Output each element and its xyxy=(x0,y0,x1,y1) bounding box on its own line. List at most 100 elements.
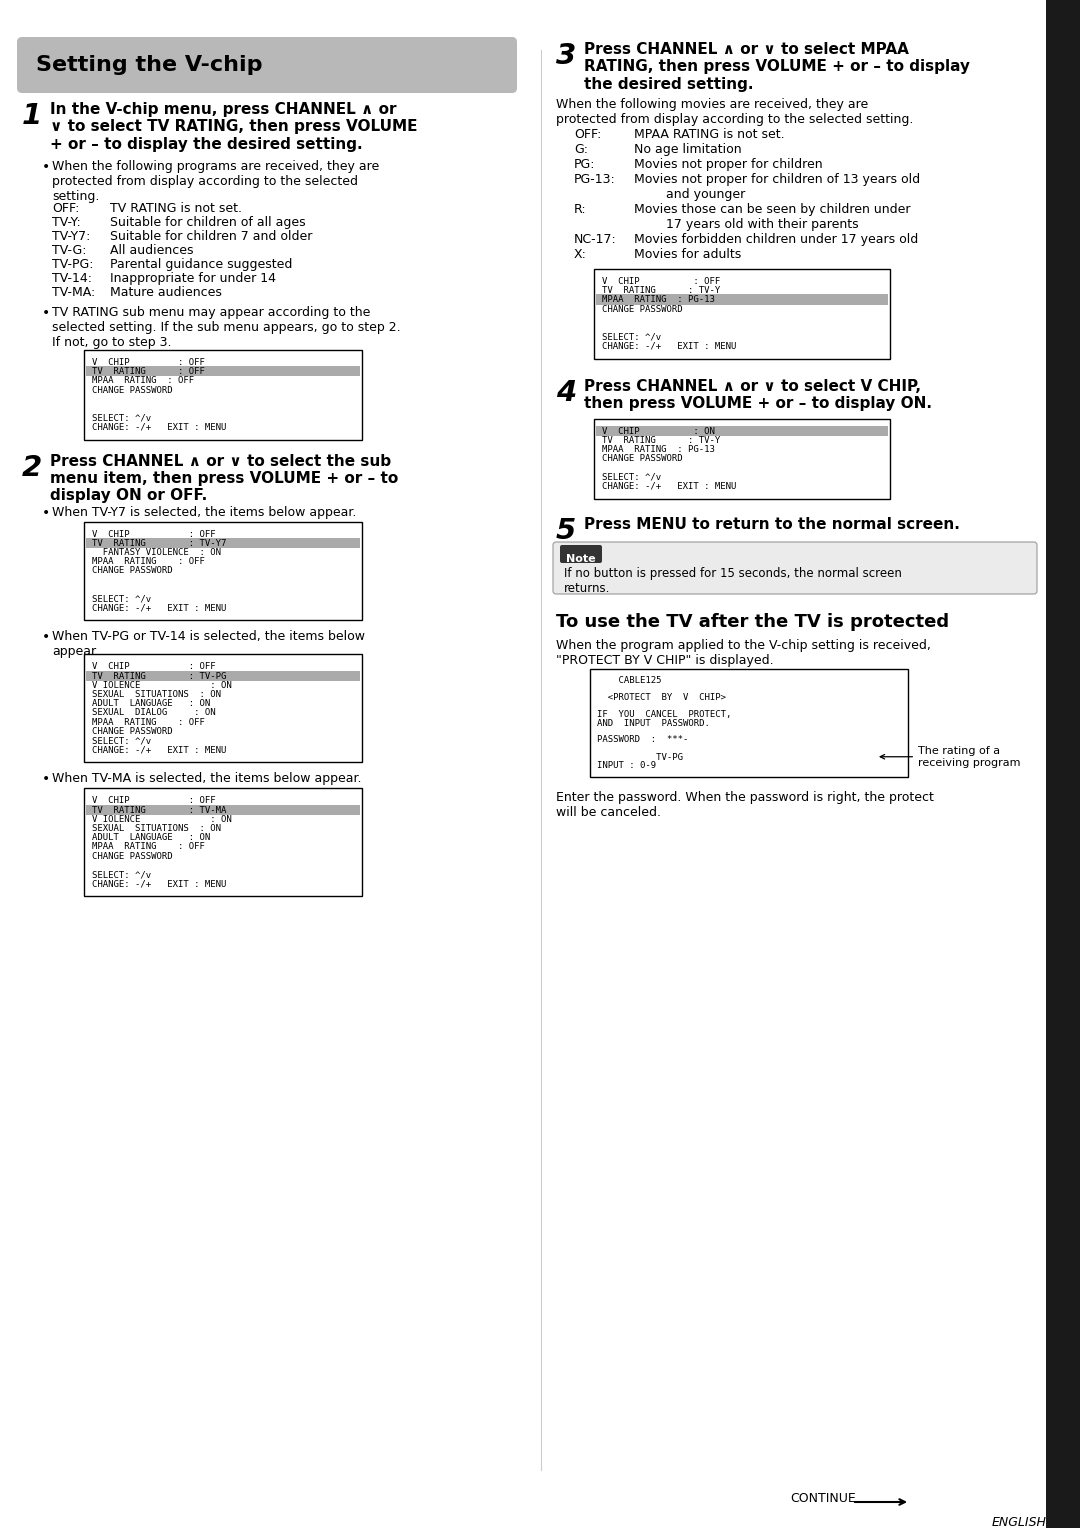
Bar xyxy=(84,654,362,762)
Bar xyxy=(596,295,888,304)
Text: CHANGE: -/+   EXIT : MENU: CHANGE: -/+ EXIT : MENU xyxy=(602,341,737,350)
Text: AND  INPUT  PASSWORD.: AND INPUT PASSWORD. xyxy=(597,718,710,727)
Text: Suitable for children 7 and older: Suitable for children 7 and older xyxy=(110,231,312,243)
Text: TV-Y7:: TV-Y7: xyxy=(52,231,91,243)
Text: Note: Note xyxy=(566,555,596,564)
Text: CHANGE PASSWORD: CHANGE PASSWORD xyxy=(602,304,683,313)
Bar xyxy=(1047,0,1080,1528)
Text: IF  YOU  CANCEL  PROTECT,: IF YOU CANCEL PROTECT, xyxy=(597,711,731,720)
Text: Press CHANNEL ∧ or ∨ to select MPAA
RATING, then press VOLUME + or – to display
: Press CHANNEL ∧ or ∨ to select MPAA RATI… xyxy=(584,41,970,92)
Text: Suitable for children of all ages: Suitable for children of all ages xyxy=(110,215,306,229)
Text: V  CHIP          : ON: V CHIP : ON xyxy=(602,426,715,435)
Text: Movies not proper for children of 13 years old
        and younger: Movies not proper for children of 13 yea… xyxy=(634,173,920,202)
Text: CHANGE: -/+   EXIT : MENU: CHANGE: -/+ EXIT : MENU xyxy=(92,879,227,888)
Text: MPAA  RATING  : PG-13: MPAA RATING : PG-13 xyxy=(602,295,715,304)
Text: TV  RATING        : TV-PG: TV RATING : TV-PG xyxy=(92,672,227,680)
Text: CHANGE: -/+   EXIT : MENU: CHANGE: -/+ EXIT : MENU xyxy=(92,604,227,613)
Text: Movies those can be seen by children under
        17 years old with their paren: Movies those can be seen by children und… xyxy=(634,203,910,231)
Text: V IOLENCE             : ON: V IOLENCE : ON xyxy=(92,681,232,689)
Text: •: • xyxy=(42,631,51,645)
Text: CHANGE PASSWORD: CHANGE PASSWORD xyxy=(92,567,173,576)
Text: In the V-chip menu, press CHANNEL ∧ or
∨ to select TV RATING, then press VOLUME
: In the V-chip menu, press CHANNEL ∧ or ∨… xyxy=(50,102,418,151)
Text: SELECT: ^/v: SELECT: ^/v xyxy=(92,413,151,422)
Bar xyxy=(594,269,890,359)
Text: ADULT  LANGUAGE   : ON: ADULT LANGUAGE : ON xyxy=(92,700,211,707)
Bar xyxy=(86,671,360,681)
Text: When TV-Y7 is selected, the items below appear.: When TV-Y7 is selected, the items below … xyxy=(52,506,356,518)
Text: SEXUAL  SITUATIONS  : ON: SEXUAL SITUATIONS : ON xyxy=(92,691,221,698)
Text: Movies not proper for children: Movies not proper for children xyxy=(634,157,823,171)
Text: MPAA  RATING  : PG-13: MPAA RATING : PG-13 xyxy=(602,445,715,454)
Text: TV-PG: TV-PG xyxy=(597,752,683,761)
Text: V  CHIP           : OFF: V CHIP : OFF xyxy=(92,663,216,671)
Text: TV-PG:: TV-PG: xyxy=(52,258,94,270)
Text: CHANGE PASSWORD: CHANGE PASSWORD xyxy=(602,454,683,463)
Text: CHANGE: -/+   EXIT : MENU: CHANGE: -/+ EXIT : MENU xyxy=(92,746,227,755)
Text: The rating of a
receiving program: The rating of a receiving program xyxy=(880,746,1021,767)
Bar xyxy=(86,538,360,549)
FancyBboxPatch shape xyxy=(553,542,1037,594)
Text: •: • xyxy=(42,772,51,787)
Text: V  CHIP           : OFF: V CHIP : OFF xyxy=(92,530,216,538)
Text: V  CHIP           : OFF: V CHIP : OFF xyxy=(92,796,216,805)
Text: SEXUAL  SITUATIONS  : ON: SEXUAL SITUATIONS : ON xyxy=(92,824,221,833)
Text: Enter the password. When the password is right, the protect
will be canceled.: Enter the password. When the password is… xyxy=(556,790,934,819)
Text: SELECT: ^/v: SELECT: ^/v xyxy=(602,332,661,341)
Text: V IOLENCE             : ON: V IOLENCE : ON xyxy=(92,814,232,824)
Bar xyxy=(594,419,890,500)
Text: Press MENU to return to the normal screen.: Press MENU to return to the normal scree… xyxy=(584,516,960,532)
Bar xyxy=(596,426,888,435)
Text: X:: X: xyxy=(573,248,586,261)
Text: ADULT  LANGUAGE   : ON: ADULT LANGUAGE : ON xyxy=(92,833,211,842)
Text: CHANGE PASSWORD: CHANGE PASSWORD xyxy=(92,851,173,860)
Text: If no button is pressed for 15 seconds, the normal screen
returns.: If no button is pressed for 15 seconds, … xyxy=(564,567,902,594)
Text: INPUT : 0-9: INPUT : 0-9 xyxy=(597,761,657,770)
Text: CHANGE: -/+   EXIT : MENU: CHANGE: -/+ EXIT : MENU xyxy=(92,422,227,431)
Bar xyxy=(84,521,362,620)
Text: 1: 1 xyxy=(22,102,42,130)
Text: •: • xyxy=(42,160,51,174)
Text: V  CHIP          : OFF: V CHIP : OFF xyxy=(602,277,720,286)
Text: When the following movies are received, they are
protected from display accordin: When the following movies are received, … xyxy=(556,98,914,125)
Text: PG-13:: PG-13: xyxy=(573,173,616,186)
Text: Press CHANNEL ∧ or ∨ to select V CHIP,
then press VOLUME + or – to display ON.: Press CHANNEL ∧ or ∨ to select V CHIP, t… xyxy=(584,379,932,411)
Text: No age limitation: No age limitation xyxy=(634,144,742,156)
Bar xyxy=(84,788,362,897)
Text: TV  RATING      : OFF: TV RATING : OFF xyxy=(92,367,205,376)
Text: G:: G: xyxy=(573,144,588,156)
Text: ENGLISH: ENGLISH xyxy=(993,1516,1047,1528)
Text: CONTINUE: CONTINUE xyxy=(789,1491,855,1505)
Text: When TV-MA is selected, the items below appear.: When TV-MA is selected, the items below … xyxy=(52,772,362,785)
Text: CHANGE PASSWORD: CHANGE PASSWORD xyxy=(92,727,173,736)
Text: MPAA  RATING    : OFF: MPAA RATING : OFF xyxy=(92,842,205,851)
Text: CABLE125: CABLE125 xyxy=(597,675,661,685)
Text: SELECT: ^/v: SELECT: ^/v xyxy=(92,869,151,879)
Text: MPAA  RATING    : OFF: MPAA RATING : OFF xyxy=(92,718,205,727)
Text: FANTASY VIOLENCE  : ON: FANTASY VIOLENCE : ON xyxy=(92,549,221,558)
FancyBboxPatch shape xyxy=(17,37,517,93)
Text: R:: R: xyxy=(573,203,586,215)
Text: OFF:: OFF: xyxy=(573,128,602,141)
Bar xyxy=(86,805,360,814)
Text: 5: 5 xyxy=(556,516,577,545)
Text: Parental guidance suggested: Parental guidance suggested xyxy=(110,258,293,270)
Text: 4: 4 xyxy=(556,379,577,406)
Text: TV  RATING        : TV-Y7: TV RATING : TV-Y7 xyxy=(92,539,227,549)
Text: Inappropriate for under 14: Inappropriate for under 14 xyxy=(110,272,276,286)
Text: Movies forbidden children under 17 years old: Movies forbidden children under 17 years… xyxy=(634,232,918,246)
Text: When the following programs are received, they are
protected from display accord: When the following programs are received… xyxy=(52,160,379,203)
Bar xyxy=(590,669,908,776)
Text: When the program applied to the V-chip setting is received,
"PROTECT BY V CHIP" : When the program applied to the V-chip s… xyxy=(556,639,931,668)
Text: TV  RATING        : TV-MA: TV RATING : TV-MA xyxy=(92,805,227,814)
Text: CHANGE: -/+   EXIT : MENU: CHANGE: -/+ EXIT : MENU xyxy=(602,481,737,490)
Text: TV-MA:: TV-MA: xyxy=(52,286,95,299)
Text: When TV-PG or TV-14 is selected, the items below
appear.: When TV-PG or TV-14 is selected, the ite… xyxy=(52,631,365,659)
Text: TV RATING is not set.: TV RATING is not set. xyxy=(110,202,242,215)
Bar xyxy=(86,367,360,376)
Text: Mature audiences: Mature audiences xyxy=(110,286,221,299)
Text: TV  RATING      : TV-Y: TV RATING : TV-Y xyxy=(602,435,720,445)
Text: •: • xyxy=(42,506,51,520)
Text: TV RATING sub menu may appear according to the
selected setting. If the sub menu: TV RATING sub menu may appear according … xyxy=(52,306,401,348)
Text: All audiences: All audiences xyxy=(110,244,193,257)
Text: To use the TV after the TV is protected: To use the TV after the TV is protected xyxy=(556,613,949,631)
